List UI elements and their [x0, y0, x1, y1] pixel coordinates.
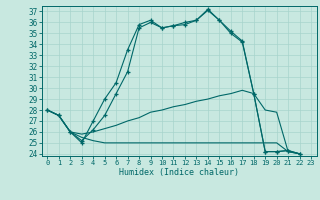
- X-axis label: Humidex (Indice chaleur): Humidex (Indice chaleur): [119, 168, 239, 177]
